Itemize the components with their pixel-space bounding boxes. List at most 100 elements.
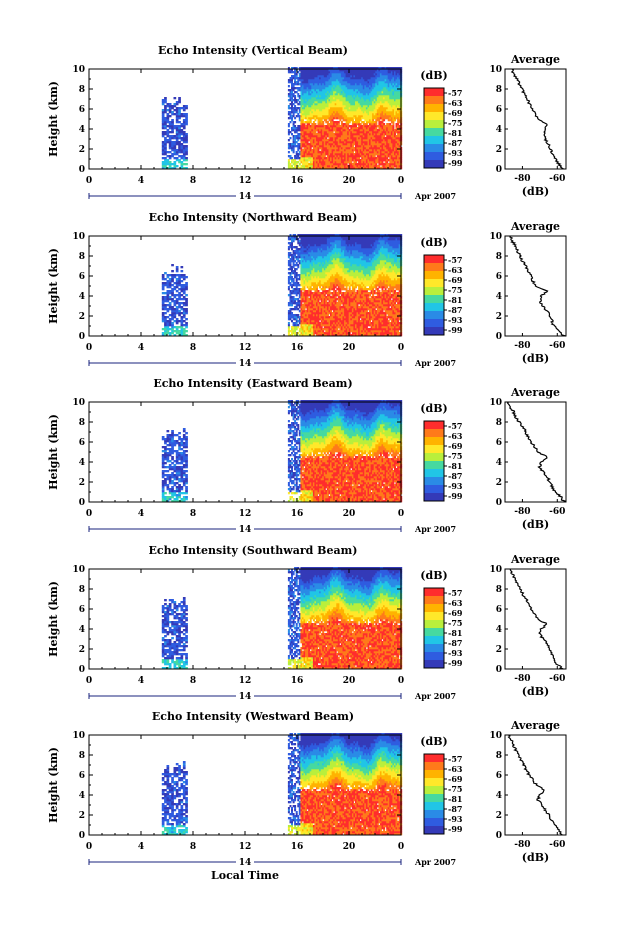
heatmap-cell [386, 161, 389, 164]
heatmap-cell [297, 258, 300, 261]
heatmap-cell [392, 115, 395, 118]
heatmap-cell [381, 151, 384, 154]
heatmap-cell [326, 105, 329, 108]
heatmap-cell [168, 322, 172, 325]
heatmap-cell [334, 81, 337, 84]
heatmap-cell [386, 135, 389, 138]
heatmap-cell [325, 157, 328, 160]
heatmap-cell [180, 123, 184, 126]
heatmap-cell [336, 137, 339, 140]
heatmap-cell [394, 97, 396, 100]
heatmap-cell [173, 304, 177, 307]
heatmap-cell [300, 294, 303, 297]
heatmap-cell [392, 73, 395, 76]
heatmap-cell [314, 135, 317, 138]
heatmap-cell [319, 143, 322, 146]
heatmap-cell [361, 69, 364, 72]
heatmap-cell [369, 167, 371, 170]
heatmap-cell [306, 123, 309, 126]
heatmap-cell [398, 159, 401, 162]
heatmap-cell [392, 137, 395, 140]
heatmap-cell [370, 97, 373, 100]
heatmap-cell [287, 111, 290, 114]
heatmap-cell [312, 69, 315, 72]
heatmap-cell [339, 119, 342, 122]
heatmap-cell [375, 167, 378, 170]
heatmap-cell [350, 87, 353, 90]
heatmap-cell [361, 155, 364, 158]
heatmap-cell [381, 135, 384, 138]
heatmap-cell [394, 161, 396, 164]
heatmap-cell [316, 69, 318, 72]
heatmap-cell [397, 123, 400, 126]
heatmap-cell [364, 143, 367, 146]
heatmap-cell [333, 93, 336, 96]
heatmap-cell [386, 131, 389, 134]
heatmap-cell [359, 127, 362, 130]
heatmap-cell [298, 157, 301, 160]
heatmap-cell [381, 101, 384, 104]
heatmap-cell [291, 157, 293, 160]
heatmap-cell [289, 308, 292, 311]
heatmap-cell [185, 167, 188, 170]
heatmap-cell [294, 300, 297, 303]
heatmap-cell [334, 69, 337, 72]
heatmap-cell [323, 149, 326, 152]
heatmap-cell [323, 163, 326, 166]
heatmap-cell [175, 322, 179, 325]
heatmap-cell [308, 93, 311, 96]
heatmap-cell [344, 69, 347, 72]
heatmap-cell [350, 165, 353, 168]
heatmap-cell [291, 308, 293, 311]
heatmap-cell [345, 147, 348, 150]
heatmap-cell [375, 165, 378, 168]
heatmap-cell [333, 167, 336, 170]
heatmap-cell [348, 125, 351, 128]
heatmap-cell [364, 145, 367, 148]
heatmap-cell [173, 145, 177, 148]
heatmap-cell [161, 167, 165, 170]
heatmap-cell [381, 111, 384, 114]
heatmap-cell [379, 73, 382, 76]
heatmap-cell [351, 131, 354, 134]
heatmap-cell [320, 137, 323, 140]
heatmap-cell [387, 107, 390, 110]
heatmap-cell [395, 105, 398, 108]
heatmap-cell [376, 133, 379, 136]
heatmap-cell [347, 99, 350, 102]
heatmap-cell [314, 143, 317, 146]
heatmap-cell [294, 270, 297, 273]
heatmap-cell [294, 129, 297, 132]
heatmap-cell [301, 292, 304, 295]
heatmap-cell [339, 117, 342, 120]
heatmap-cell [298, 73, 301, 76]
heatmap-cell [292, 85, 295, 88]
heatmap-cell [300, 288, 303, 291]
heatmap-cell [350, 111, 353, 114]
heatmap-cell [180, 276, 184, 279]
heatmap-cell [379, 135, 382, 138]
heatmap-cell [359, 111, 362, 114]
heatmap-cell [364, 119, 367, 122]
heatmap-cell [178, 326, 181, 329]
heatmap-cell [326, 107, 329, 110]
heatmap-cell [387, 79, 390, 82]
heatmap-cell [164, 101, 167, 104]
heatmap-cell [175, 268, 179, 271]
heatmap-cell [358, 157, 361, 160]
x-tick-label: 16 [291, 176, 304, 186]
heatmap-cell [373, 77, 376, 80]
heatmap-cell [389, 107, 392, 110]
heatmap-cell [345, 79, 348, 82]
heatmap-cell [370, 153, 373, 156]
heatmap-cell [314, 137, 317, 140]
heatmap-cell [392, 129, 395, 132]
heatmap-cell [301, 252, 304, 255]
heatmap-cell [319, 121, 322, 124]
heatmap-cell [376, 85, 379, 88]
heatmap-cell [342, 153, 345, 156]
heatmap-cell [175, 300, 179, 303]
heatmap-cell [180, 286, 184, 289]
heatmap-cell [379, 103, 382, 106]
